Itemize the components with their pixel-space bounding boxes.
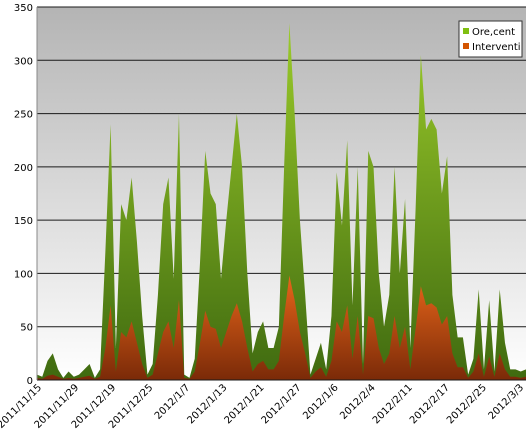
y-tick-label-350: 350	[14, 3, 33, 14]
y-tick-label-0: 0	[27, 376, 33, 387]
series-area-interventi	[37, 275, 526, 380]
x-tick-label: 2012/1/27	[260, 382, 304, 426]
series-area-ore-cent	[37, 22, 526, 381]
x-tick-label: 2012/3/3	[487, 382, 527, 422]
series-areas	[37, 22, 526, 381]
x-tick-label: 2012/1/6	[301, 382, 341, 422]
legend-swatch-ore-cent	[463, 28, 469, 34]
y-tick-label-100: 100	[14, 269, 33, 280]
x-tick-label: 2012/2/25	[445, 382, 489, 426]
legend-label-ore-cent: Ore,cent	[472, 27, 515, 38]
legend-box	[458, 20, 523, 58]
y-tick-label-200: 200	[14, 163, 33, 174]
legend-label-interventi: Interventi	[472, 42, 521, 53]
x-axis-tick-labels: 2011/11/152011/11/292011/12/192011/12/25…	[0, 382, 526, 431]
y-tick-label-150: 150	[14, 216, 33, 227]
x-tick-label: 2012/2/4	[338, 382, 378, 422]
x-tick-label: 2012/1/7	[153, 382, 193, 422]
y-tick-label-250: 250	[14, 110, 33, 121]
y-axis-tick-labels: 0 50 100 150 200 250 300 350	[14, 3, 33, 387]
legend: Ore,cent Interventi	[458, 20, 523, 58]
y-tick-label-300: 300	[14, 56, 33, 67]
y-tick-label-50: 50	[20, 323, 33, 334]
legend-swatch-interventi	[463, 43, 469, 49]
